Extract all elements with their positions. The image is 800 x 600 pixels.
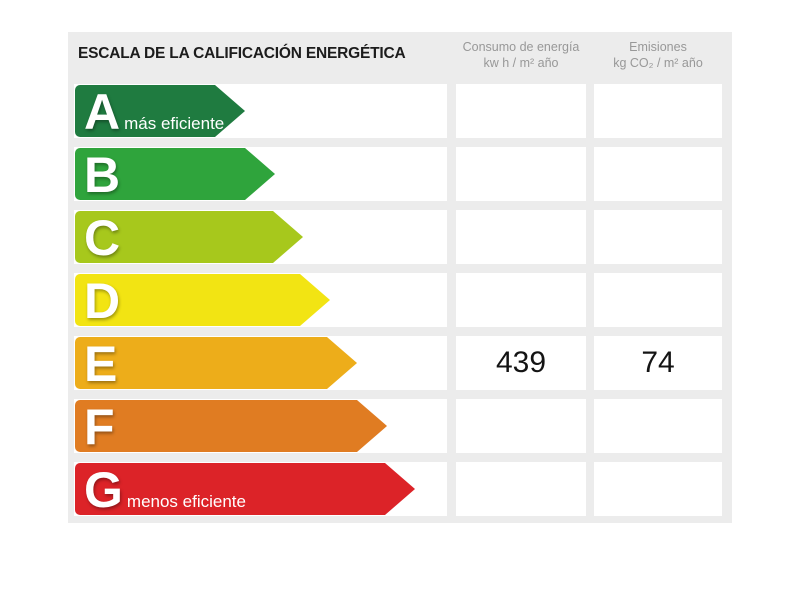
grade-note-a: más eficiente [124, 114, 225, 133]
consumo-cell-e: 439 [456, 336, 586, 390]
rating-track-f: F [74, 399, 447, 453]
emisiones-cell-g [594, 462, 722, 516]
rating-row-f: F [68, 399, 732, 453]
consumo-cell-c [456, 210, 586, 264]
rating-track-b: B [74, 147, 447, 201]
emisiones-cell-d [594, 273, 722, 327]
consumo-cell-a [456, 84, 586, 138]
rating-row-g: G menos eficiente [68, 462, 732, 516]
emisiones-cell-b [594, 147, 722, 201]
rating-track-d: D [74, 273, 447, 327]
grade-letter-d: D [84, 273, 121, 329]
emisiones-cell-e: 74 [594, 336, 722, 390]
grade-letter-e: E [84, 336, 118, 392]
grade-letter-g: G [84, 462, 123, 518]
consumo-cell-f [456, 399, 586, 453]
rating-arrow-e: E [75, 337, 357, 389]
consumo-cell-d [456, 273, 586, 327]
rating-arrow-b: B [75, 148, 275, 200]
column-header-consumo-line2: kw h / m² año [483, 56, 559, 70]
grade-letter-a: A [84, 84, 121, 140]
consumo-value-e: 439 [495, 346, 547, 379]
emisiones-cell-a [594, 84, 722, 138]
consumo-cell-b [456, 147, 586, 201]
rating-arrow-g: G menos eficiente [75, 463, 415, 515]
rating-arrow-d: D [75, 274, 330, 326]
grade-letter-f: F [84, 399, 115, 455]
rating-row-d: D [68, 273, 732, 327]
emisiones-value-e: 74 [641, 346, 675, 379]
page-title: ESCALA DE LA CALIFICACIÓN ENERGÉTICA [78, 45, 406, 62]
rating-rows: A más eficiente B [68, 84, 732, 525]
consumo-cell-g [456, 462, 586, 516]
rating-row-c: C [68, 210, 732, 264]
column-header-consumo-line1: Consumo de energía [462, 40, 580, 54]
grade-note-g: menos eficiente [126, 492, 246, 511]
column-header-emisiones-line1: Emisiones [629, 40, 687, 54]
rating-row-b: B [68, 147, 732, 201]
emisiones-cell-f [594, 399, 722, 453]
rating-row-a: A más eficiente [68, 84, 732, 138]
grade-letter-c: C [84, 210, 121, 266]
rating-track-e: E [74, 336, 447, 390]
rating-track-g: G menos eficiente [74, 462, 447, 516]
rating-arrow-a: A más eficiente [75, 85, 245, 137]
column-header-emisiones-line2: kg CO₂ / m² año [613, 56, 703, 70]
column-header-emisiones: Emisiones kg CO₂ / m² año [578, 39, 738, 71]
rating-row-e: E 439 74 [68, 336, 732, 390]
rating-track-c: C [74, 210, 447, 264]
rating-track-a: A más eficiente [74, 84, 447, 138]
rating-arrow-c: C [75, 211, 303, 263]
rating-arrow-f: F [75, 400, 387, 452]
emisiones-cell-c [594, 210, 722, 264]
grade-letter-b: B [84, 147, 121, 203]
column-header-consumo: Consumo de energía kw h / m² año [441, 39, 601, 71]
energy-rating-panel: ESCALA DE LA CALIFICACIÓN ENERGÉTICA Con… [68, 32, 732, 523]
